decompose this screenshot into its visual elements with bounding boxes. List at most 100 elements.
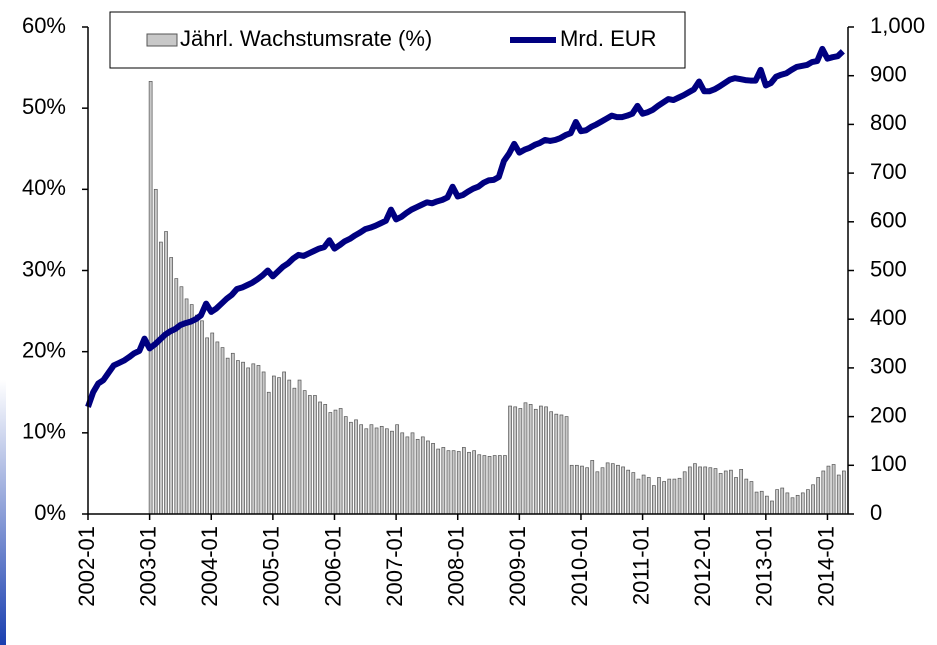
bar xyxy=(159,241,163,515)
bar xyxy=(395,424,399,515)
bar xyxy=(272,375,276,515)
bar xyxy=(646,477,651,515)
legend-label: Mrd. EUR xyxy=(560,26,657,51)
bar xyxy=(806,489,810,515)
legend-swatch xyxy=(146,33,178,47)
bar xyxy=(734,477,738,515)
bar xyxy=(559,414,564,515)
bar xyxy=(764,495,769,515)
bar xyxy=(641,474,646,515)
bar xyxy=(508,405,512,515)
bar xyxy=(693,463,697,515)
y2-tick-label: 900 xyxy=(870,62,907,87)
bar xyxy=(230,352,235,515)
bar xyxy=(292,387,297,515)
bar xyxy=(148,81,153,515)
bar xyxy=(374,427,379,515)
bar xyxy=(831,464,836,515)
bar xyxy=(359,424,364,515)
bar xyxy=(836,474,841,515)
bar xyxy=(703,466,708,515)
bar xyxy=(302,390,307,515)
y2-tick-label: 0 xyxy=(870,500,882,525)
edge-stripe xyxy=(0,380,6,645)
bar xyxy=(605,462,610,515)
bar xyxy=(554,413,559,515)
bar xyxy=(472,450,476,515)
x-tick-label: 2011-01 xyxy=(628,526,653,605)
bar xyxy=(349,421,353,515)
x-tick-label: 2012-01 xyxy=(690,526,715,607)
legend-label: Jährl. Wachstumsrate (%) xyxy=(180,26,432,51)
bar xyxy=(816,477,821,515)
x-tick-label: 2005-01 xyxy=(259,526,284,607)
bar xyxy=(662,481,666,515)
y-tick-label: 30% xyxy=(22,256,66,281)
bar xyxy=(415,438,420,515)
bar xyxy=(189,304,194,515)
y2-tick-label: 600 xyxy=(870,208,907,233)
bar xyxy=(287,379,292,515)
bar xyxy=(631,472,636,515)
bar xyxy=(174,278,179,515)
bar xyxy=(518,408,523,515)
bar xyxy=(462,447,466,515)
bar xyxy=(210,332,215,515)
bar xyxy=(205,337,209,515)
bar xyxy=(266,391,271,515)
bar xyxy=(426,440,430,515)
bar xyxy=(600,467,605,515)
bar xyxy=(261,371,266,515)
bar xyxy=(256,365,261,515)
bar xyxy=(153,188,158,515)
bar xyxy=(616,464,620,515)
x-tick-label: 2002-01 xyxy=(74,526,99,607)
bar xyxy=(179,286,184,515)
bar xyxy=(379,425,384,515)
x-tick-label: 2006-01 xyxy=(320,526,345,607)
bar xyxy=(333,409,338,515)
bar xyxy=(241,361,245,515)
bar xyxy=(682,471,687,515)
bar xyxy=(754,491,759,515)
bar xyxy=(826,465,831,515)
bar xyxy=(215,341,220,515)
bar xyxy=(723,470,728,515)
bar xyxy=(713,468,718,515)
bar xyxy=(343,416,348,515)
y-tick-label: 50% xyxy=(22,94,66,119)
y2-tick-label: 700 xyxy=(870,159,907,184)
bar xyxy=(785,492,790,515)
bar xyxy=(164,231,168,515)
bar xyxy=(708,467,713,515)
bar xyxy=(775,489,779,515)
bar xyxy=(184,298,189,515)
bar xyxy=(759,490,764,515)
bar xyxy=(821,470,826,515)
bar xyxy=(569,464,574,515)
bar xyxy=(667,478,672,515)
x-tick-label: 2014-01 xyxy=(813,526,838,607)
bar xyxy=(405,436,410,515)
legend-box xyxy=(109,11,686,69)
bar xyxy=(533,408,538,515)
bar xyxy=(718,473,723,515)
bar xyxy=(621,466,625,515)
bar xyxy=(795,494,800,515)
y2-tick-label: 300 xyxy=(870,354,907,379)
y-tick-label: 40% xyxy=(22,175,66,200)
y2-tick-label: 1,000 xyxy=(870,13,925,38)
bar xyxy=(549,411,554,515)
bar xyxy=(595,471,600,515)
x-tick-label: 2007-01 xyxy=(382,526,407,607)
x-tick-label: 2003-01 xyxy=(135,526,160,607)
bar xyxy=(744,478,749,515)
bar xyxy=(451,450,456,515)
bar xyxy=(420,436,425,515)
bar xyxy=(780,487,785,515)
bar xyxy=(590,460,595,515)
x-tick-label: 2010-01 xyxy=(567,526,592,607)
bar xyxy=(574,464,579,515)
bar xyxy=(652,485,656,515)
bar xyxy=(523,402,528,515)
